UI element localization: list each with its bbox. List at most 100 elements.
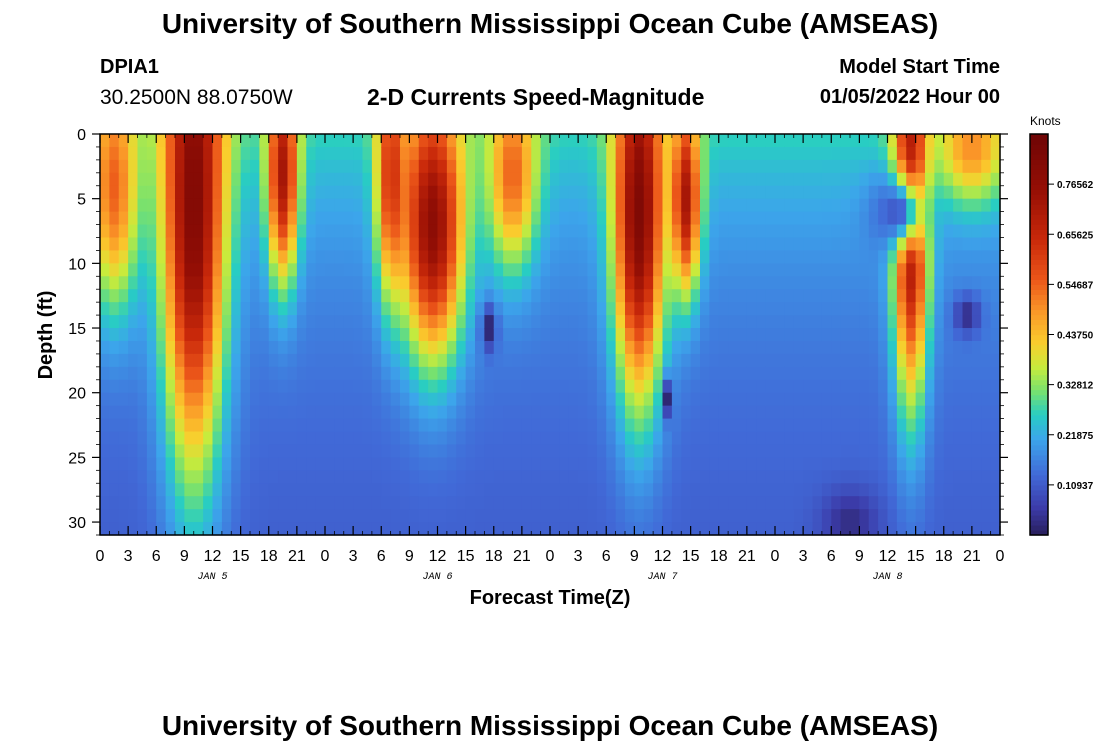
heat-cell <box>296 315 307 329</box>
heat-cell <box>887 134 898 148</box>
heat-cell <box>203 146 214 161</box>
heat-cell <box>990 379 1001 394</box>
heat-cell <box>953 418 964 433</box>
heat-cell <box>540 250 551 264</box>
heat-cell <box>175 146 185 161</box>
heat-cell <box>625 250 635 264</box>
heat-cell <box>484 457 495 471</box>
heat-cell <box>446 250 457 264</box>
heat-cell <box>503 185 514 200</box>
heat-cell <box>568 237 579 252</box>
heat-cell <box>118 444 129 458</box>
heat-cell <box>203 224 214 239</box>
heat-cell <box>409 146 420 161</box>
heat-cell <box>250 159 260 174</box>
heat-cell <box>400 328 410 342</box>
heat-cell <box>962 353 973 368</box>
heat-cell <box>118 353 129 368</box>
heat-cell <box>278 237 289 252</box>
heat-cell <box>362 470 373 484</box>
heat-cell <box>493 340 504 355</box>
heat-cell <box>334 418 345 433</box>
heat-cell <box>109 392 120 407</box>
heat-cell <box>221 392 232 407</box>
heat-cell <box>296 159 307 174</box>
heat-cell <box>100 198 110 213</box>
heat-cell <box>578 431 589 446</box>
heat-cell <box>175 276 185 290</box>
heat-cell <box>812 250 823 264</box>
heat-cell <box>718 198 729 213</box>
heat-cell <box>446 379 457 394</box>
heat-cell <box>343 198 354 213</box>
heat-cell <box>146 509 157 523</box>
colorbar-segment <box>1030 324 1048 331</box>
heat-cell <box>503 315 514 329</box>
heat-cell <box>100 224 110 239</box>
heat-cell <box>568 431 579 446</box>
heat-cell <box>681 509 692 523</box>
heat-cell <box>821 185 832 200</box>
heat-cell <box>362 315 373 329</box>
heat-cell <box>850 457 860 471</box>
heat-cell <box>634 198 645 213</box>
heat-cell <box>578 496 589 510</box>
heat-cell <box>990 250 1001 264</box>
heat-cell <box>362 185 373 200</box>
heat-cell <box>165 405 176 420</box>
heat-cell <box>728 250 739 264</box>
heat-cell <box>812 509 823 523</box>
heat-cell <box>821 431 832 446</box>
heat-cell <box>709 185 720 200</box>
heat-cell <box>559 444 570 458</box>
heat-cell <box>821 328 832 342</box>
heat-cell <box>943 198 954 213</box>
heat-cell <box>728 405 739 420</box>
heat-cell <box>840 211 851 226</box>
heat-cell <box>821 134 832 148</box>
heat-cell <box>737 159 748 174</box>
heat-cell <box>793 315 804 329</box>
heat-cell <box>315 134 326 148</box>
heat-cell <box>184 302 195 316</box>
colorbar-segment <box>1030 304 1048 311</box>
heat-cell <box>521 224 532 239</box>
model-start-label: Model Start Time <box>839 56 1000 78</box>
heat-cell <box>100 237 110 252</box>
heat-cell <box>343 237 354 252</box>
heat-cell <box>971 146 982 161</box>
heat-cell <box>690 263 701 277</box>
heat-cell <box>278 470 289 484</box>
heat-cell <box>521 522 532 536</box>
heat-cell <box>859 483 870 497</box>
heat-cell <box>981 211 992 226</box>
heat-cell <box>671 172 682 187</box>
heat-cell <box>718 496 729 510</box>
heat-cell <box>109 185 120 200</box>
heat-cell <box>221 405 232 420</box>
heat-cell <box>784 263 795 277</box>
heat-cell <box>409 224 420 239</box>
colorbar-segment <box>1030 164 1048 170</box>
heat-cell <box>212 340 223 355</box>
heat-cell <box>878 418 889 433</box>
colorbar-segment <box>1030 419 1048 426</box>
heat-cell <box>315 496 326 510</box>
heat-cell <box>109 431 120 446</box>
heat-cell <box>100 522 110 536</box>
heat-cell <box>971 340 982 355</box>
heat-cell <box>915 315 926 329</box>
heat-cell <box>156 172 167 187</box>
heat-cell <box>184 146 195 161</box>
heat-cell <box>118 276 129 290</box>
heat-cell <box>896 224 907 239</box>
heat-cell <box>521 237 532 252</box>
heat-cell <box>118 250 129 264</box>
heat-cell <box>587 328 598 342</box>
heat-cell <box>540 418 551 433</box>
heat-cell <box>315 159 326 174</box>
heat-cell <box>531 198 542 213</box>
heat-cell <box>109 237 120 252</box>
heat-cell <box>662 496 673 510</box>
heat-cell <box>568 172 579 187</box>
